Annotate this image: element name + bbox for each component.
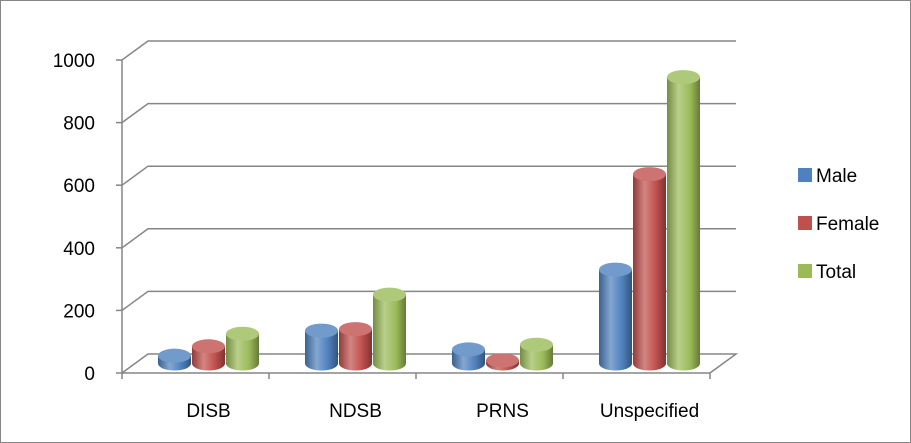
bar	[373, 287, 406, 371]
x-tick-label: NDSB	[329, 401, 382, 422]
gridline	[121, 40, 736, 61]
legend-swatch	[798, 264, 812, 278]
bar	[633, 167, 666, 371]
bar	[226, 326, 259, 371]
y-tick-label: 600	[63, 176, 95, 197]
chart-floor	[121, 353, 739, 374]
gridline	[121, 290, 736, 312]
legend-label: Male	[816, 166, 857, 187]
gridline	[121, 165, 736, 186]
gridline	[121, 228, 736, 249]
bar	[667, 70, 700, 371]
gridlines	[121, 40, 739, 374]
bar	[520, 337, 553, 371]
legend-swatch	[798, 216, 812, 230]
legend-label: Female	[816, 214, 879, 235]
y-tick-label: 1000	[53, 51, 95, 72]
bar	[452, 342, 485, 371]
y-axis-ticks: 0 200 400 600 800 1000	[53, 51, 122, 385]
bar	[339, 322, 372, 371]
bars	[158, 70, 700, 371]
gridline	[121, 102, 736, 124]
bar	[158, 348, 191, 371]
legend-label: Total	[816, 262, 856, 283]
y-tick-label: 800	[63, 114, 95, 135]
legend-swatch	[798, 168, 812, 182]
bar	[599, 262, 632, 371]
x-tick-label: PRNS	[476, 401, 529, 422]
y-tick-label: 0	[84, 364, 95, 385]
x-tick-label: Unspecified	[600, 401, 699, 422]
legend: Male Female Total	[798, 166, 879, 283]
bar	[486, 353, 519, 371]
y-tick-label: 400	[63, 239, 95, 260]
y-tick-label: 200	[63, 301, 95, 322]
x-axis-ticks: DISB NDSB PRNS Unspecified	[121, 373, 711, 422]
bar	[192, 339, 225, 371]
x-tick-label: DISB	[186, 401, 230, 422]
bar	[305, 323, 338, 371]
